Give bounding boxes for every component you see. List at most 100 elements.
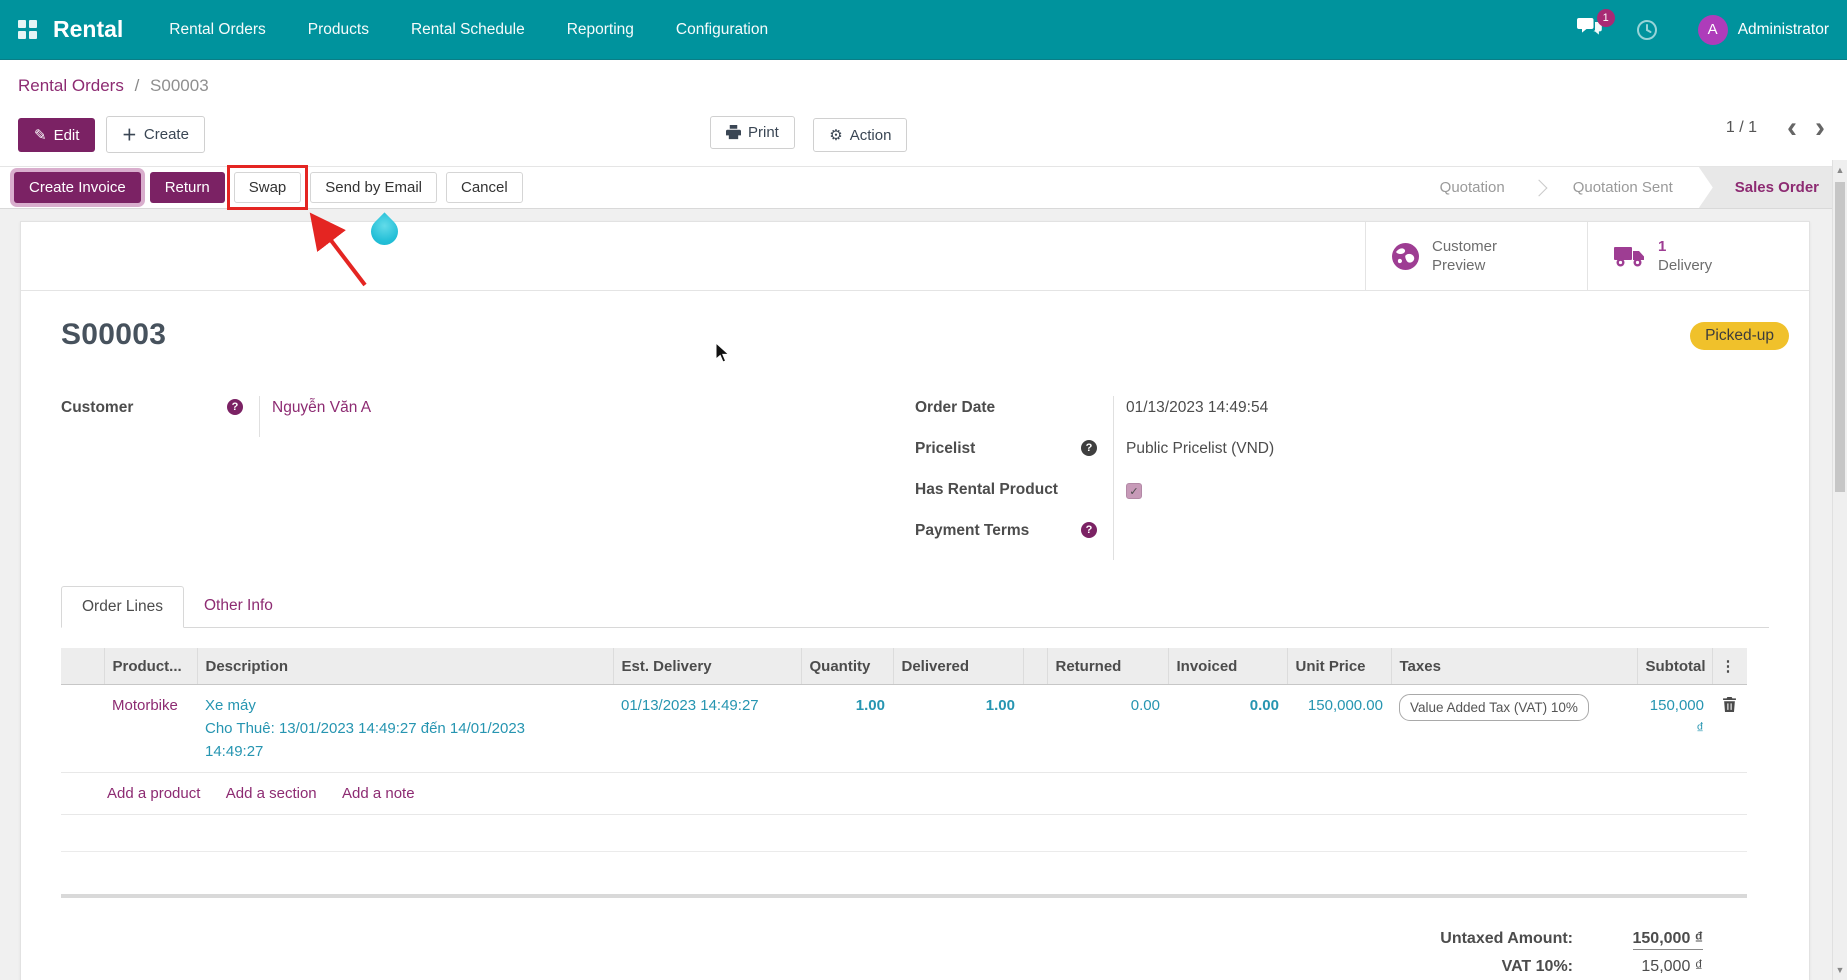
- help-icon[interactable]: ?: [1081, 440, 1097, 456]
- col-returned[interactable]: Returned: [1046, 648, 1168, 685]
- help-icon[interactable]: ?: [1081, 522, 1097, 538]
- optional-columns-icon[interactable]: ⋮: [1711, 648, 1747, 685]
- main-menu: Rental Orders Products Rental Schedule R…: [169, 21, 768, 39]
- action-button[interactable]: ⚙ Action: [813, 118, 908, 152]
- tab-order-lines[interactable]: Order Lines: [61, 586, 184, 628]
- truck-icon: [1614, 245, 1645, 268]
- col-quantity[interactable]: Quantity: [800, 648, 893, 685]
- breadcrumb-rental-orders[interactable]: Rental Orders: [18, 76, 124, 95]
- delivery-label: Delivery: [1658, 257, 1713, 274]
- field-group-left: Customer ? Nguyễn Văn A: [61, 396, 915, 560]
- return-button[interactable]: Return: [149, 172, 225, 203]
- print-button[interactable]: Print: [710, 116, 795, 149]
- field-group-right: Order Date 01/13/2023 14:49:54 Pricelist…: [915, 396, 1769, 560]
- pager-next-icon[interactable]: ›: [1815, 111, 1825, 144]
- empty-row: [61, 814, 1747, 852]
- user-name: Administrator: [1737, 20, 1829, 38]
- order-date-label: Order Date: [915, 399, 996, 416]
- untaxed-amount-row: Untaxed Amount: 150,000 ₫: [1333, 930, 1703, 950]
- statusbar: Create Invoice Return Swap Send by Email…: [0, 165, 1847, 210]
- menu-rental-orders[interactable]: Rental Orders: [169, 20, 266, 38]
- cell-quantity: 1.00: [855, 697, 885, 714]
- col-est-delivery[interactable]: Est. Delivery: [612, 648, 801, 685]
- smart-button-box: Customer Preview 1 Delivery: [21, 222, 1809, 291]
- add-a-product-link[interactable]: Add a product: [107, 785, 201, 802]
- cell-gap: [1023, 685, 1047, 773]
- add-line-row: Add a product Add a section Add a note: [61, 772, 1747, 815]
- cancel-button[interactable]: Cancel: [446, 172, 523, 203]
- cell-returned: 0.00: [1130, 697, 1160, 714]
- scroll-up-icon[interactable]: ▲: [1835, 165, 1845, 175]
- tax-tag: Value Added Tax (VAT) 10%: [1399, 694, 1589, 721]
- delivery-button[interactable]: 1 Delivery: [1587, 222, 1809, 290]
- step-chevron-icon: [1530, 179, 1548, 196]
- customer-value[interactable]: Nguyễn Văn A: [259, 396, 519, 437]
- breadcrumb-current: S00003: [150, 76, 209, 95]
- state-sales-order[interactable]: Sales Order: [1698, 167, 1847, 208]
- menu-products[interactable]: Products: [307, 20, 369, 38]
- apps-menu-icon[interactable]: [18, 20, 37, 39]
- help-icon[interactable]: ?: [227, 399, 243, 415]
- cell-invoiced: 0.00: [1249, 697, 1279, 714]
- vat-value: 15,000 ₫: [1641, 958, 1703, 975]
- user-menu[interactable]: A Administrator: [1697, 14, 1829, 45]
- pager-previous-icon[interactable]: ‹: [1787, 111, 1797, 144]
- customer-preview-button[interactable]: Customer Preview: [1365, 222, 1587, 290]
- tab-other-info[interactable]: Other Info: [203, 597, 273, 614]
- col-delivered[interactable]: Delivered: [892, 648, 1023, 685]
- totals-separator: [61, 894, 1747, 898]
- avatar: A: [1697, 14, 1728, 45]
- field-pricelist: Pricelist ? Public Pricelist (VND): [915, 437, 1769, 478]
- messages-icon[interactable]: 1: [1576, 9, 1615, 42]
- vertical-scrollbar[interactable]: ▲ ▼: [1832, 160, 1847, 980]
- create-invoice-button[interactable]: Create Invoice: [14, 172, 141, 203]
- cell-unit-price: 150,000.00: [1307, 697, 1383, 714]
- field-payment-terms: Payment Terms ?: [915, 519, 1769, 560]
- state-quotation[interactable]: Quotation: [1439, 179, 1505, 196]
- col-invoiced[interactable]: Invoiced: [1167, 648, 1287, 685]
- order-date-value: 01/13/2023 14:49:54: [1113, 396, 1373, 437]
- add-a-section-link[interactable]: Add a section: [225, 785, 317, 802]
- customer-preview-line2: Preview: [1432, 257, 1486, 274]
- edit-button[interactable]: ✎ Edit: [18, 118, 96, 152]
- field-groups: Customer ? Nguyễn Văn A Order Date 01/13…: [61, 396, 1769, 560]
- notebook-tabs: Order Lines Other Info: [61, 586, 1769, 628]
- untaxed-amount-label: Untaxed Amount:: [1440, 930, 1573, 947]
- col-taxes[interactable]: Taxes: [1390, 648, 1637, 685]
- scrollbar-thumb[interactable]: [1835, 182, 1845, 492]
- plus-icon: ＋: [121, 127, 137, 144]
- state-quotation-sent[interactable]: Quotation Sent: [1572, 179, 1673, 196]
- control-panel: Rental Orders / S00003 ✎ Edit ＋ Create P…: [0, 60, 1847, 210]
- col-description[interactable]: Description: [196, 648, 613, 685]
- pencil-icon: ✎: [34, 127, 47, 144]
- has-rental-product-checkbox[interactable]: ✓: [1126, 483, 1142, 499]
- field-order-date: Order Date 01/13/2023 14:49:54: [915, 396, 1769, 437]
- cell-product[interactable]: Motorbike: [112, 697, 178, 714]
- totals-block: Untaxed Amount: 150,000 ₫ VAT 10%: 15,00…: [61, 930, 1747, 976]
- col-product[interactable]: Product...: [103, 648, 197, 685]
- app-brand[interactable]: Rental: [53, 16, 124, 42]
- menu-rental-schedule[interactable]: Rental Schedule: [410, 20, 525, 38]
- col-unit-price[interactable]: Unit Price: [1286, 648, 1391, 685]
- add-a-note-link[interactable]: Add a note: [342, 785, 415, 802]
- table-header-row: Product... Description Est. Delivery Qua…: [61, 648, 1747, 685]
- customer-preview-line1: Customer: [1432, 238, 1498, 255]
- stage-badge: Picked-up: [1690, 322, 1789, 350]
- customer-label: Customer: [61, 399, 134, 416]
- col-subtotal[interactable]: Subtotal: [1636, 648, 1712, 685]
- top-navbar: Rental Rental Orders Products Rental Sch…: [0, 0, 1847, 60]
- has-rental-product-label: Has Rental Product: [915, 481, 1058, 498]
- content-area: Customer Preview 1 Delivery S00003: [0, 212, 1847, 980]
- menu-reporting[interactable]: Reporting: [566, 20, 634, 38]
- delete-line-icon[interactable]: [1723, 694, 1736, 719]
- send-by-email-button[interactable]: Send by Email: [310, 172, 437, 203]
- cell-est-delivery: 01/13/2023 14:49:27: [621, 697, 759, 714]
- swap-button[interactable]: Swap: [233, 172, 302, 203]
- breadcrumb-separator: /: [134, 76, 140, 95]
- create-button[interactable]: ＋ Create: [105, 116, 205, 153]
- order-line-row[interactable]: Motorbike Xe máy Cho Thuê: 13/01/2023 14…: [61, 685, 1747, 773]
- activities-clock-icon[interactable]: [1636, 19, 1658, 41]
- scroll-down-icon[interactable]: ▼: [1835, 965, 1845, 975]
- menu-configuration[interactable]: Configuration: [675, 20, 769, 38]
